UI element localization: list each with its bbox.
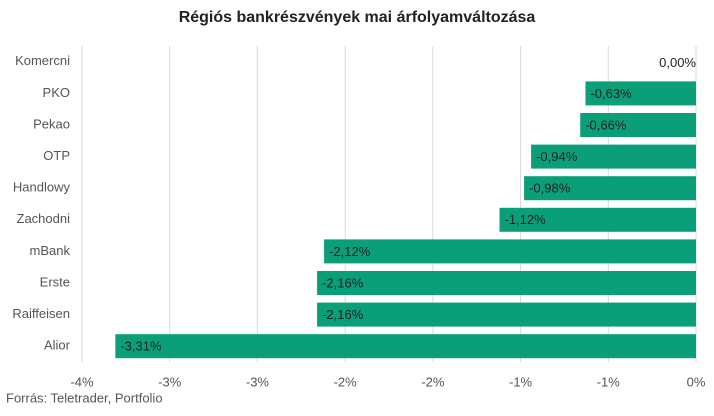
x-tick-label: -1%: [597, 374, 621, 389]
y-tick-label: Zachodni: [17, 211, 71, 226]
x-tick-label: -1%: [509, 374, 533, 389]
y-tick-label: PKO: [43, 85, 70, 100]
value-label: -1,12%: [505, 212, 547, 227]
y-tick-label: Komercni: [15, 53, 70, 68]
value-label: 0,00%: [659, 55, 696, 70]
value-label: -0,94%: [536, 149, 578, 164]
bar: [585, 81, 696, 106]
x-tick-label: -3%: [158, 374, 182, 389]
bar: [317, 271, 696, 295]
value-label: -0,66%: [585, 117, 627, 132]
value-label: -0,98%: [529, 181, 571, 196]
y-tick-label: Handlowy: [13, 180, 71, 195]
x-tick-label: -4%: [70, 374, 94, 389]
x-tick-label: 0%: [687, 374, 706, 389]
bar: [499, 207, 696, 232]
y-tick-label: Erste: [40, 274, 70, 289]
bar: [115, 334, 697, 359]
x-tick-label: -2%: [334, 374, 358, 389]
source-note: Forrás: Teletrader, Portfolio: [6, 390, 163, 405]
y-tick-label: mBank: [30, 243, 71, 258]
bar: [324, 239, 696, 264]
y-tick-label: Alior: [44, 338, 71, 353]
value-label: -0,63%: [590, 86, 632, 101]
value-label: -2,12%: [329, 244, 371, 259]
bar: [580, 113, 696, 137]
value-label: -3,31%: [120, 339, 162, 354]
y-tick-label: Pekao: [33, 116, 70, 131]
bar: [317, 302, 696, 327]
x-tick-label: -2%: [421, 374, 445, 389]
y-tick-label: Raiffeisen: [12, 306, 70, 321]
value-label: -2,16%: [322, 307, 364, 322]
x-tick-label: -3%: [246, 374, 270, 389]
y-tick-label: OTP: [43, 148, 70, 163]
bar: [524, 176, 696, 201]
bar: [531, 144, 696, 169]
chart-title: Régiós bankrészvények mai árfolyamváltoz…: [179, 9, 536, 26]
value-label: -2,16%: [322, 275, 364, 290]
